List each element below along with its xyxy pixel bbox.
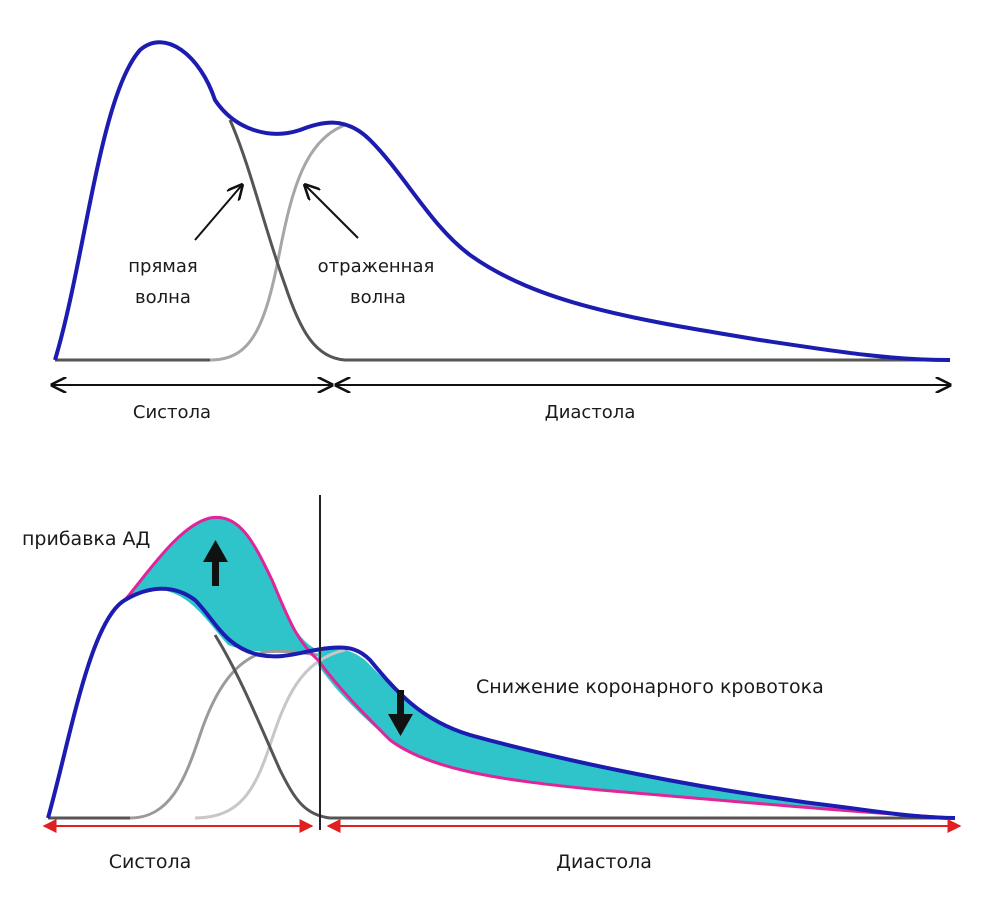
direct-wave-pointer xyxy=(194,185,242,241)
coronary-decrease-area xyxy=(318,648,915,815)
bottom-pressure-curve xyxy=(46,586,956,820)
down-arrow-icon xyxy=(388,690,413,736)
coronary-decrease-label: Снижение коронарного кровотока xyxy=(476,676,824,698)
top-direct-wave xyxy=(55,119,950,362)
up-arrow-icon xyxy=(203,540,228,586)
bottom-direct-wave xyxy=(48,634,955,820)
direct-wave-label-1: прямая xyxy=(128,256,197,277)
pressure-increase-label: прибавка АД xyxy=(22,528,150,550)
pressure-increase-area xyxy=(125,517,318,653)
reflected-wave-pointer xyxy=(305,185,359,239)
bottom-panel: прибавка АД Снижение коронарного кровото… xyxy=(22,495,962,873)
top-systole-label: Систола xyxy=(133,402,211,423)
bottom-diastole-label: Диастола xyxy=(556,851,652,873)
bottom-reflected-wave-late xyxy=(194,648,346,820)
bottom-reflected-wave-early xyxy=(129,649,319,820)
bottom-systole-label: Систола xyxy=(109,851,192,873)
top-reflected-wave xyxy=(209,123,346,362)
reflected-wave-label-1: отраженная xyxy=(318,256,435,277)
reflected-wave-label-2: волна xyxy=(350,287,406,308)
top-panel: прямая волна отраженная волна Систола Ди… xyxy=(52,40,951,423)
direct-wave-label-2: волна xyxy=(135,287,191,308)
top-pressure-curve xyxy=(53,40,951,362)
top-diastole-label: Диастола xyxy=(545,402,636,423)
augmented-pressure-curve xyxy=(123,515,956,820)
